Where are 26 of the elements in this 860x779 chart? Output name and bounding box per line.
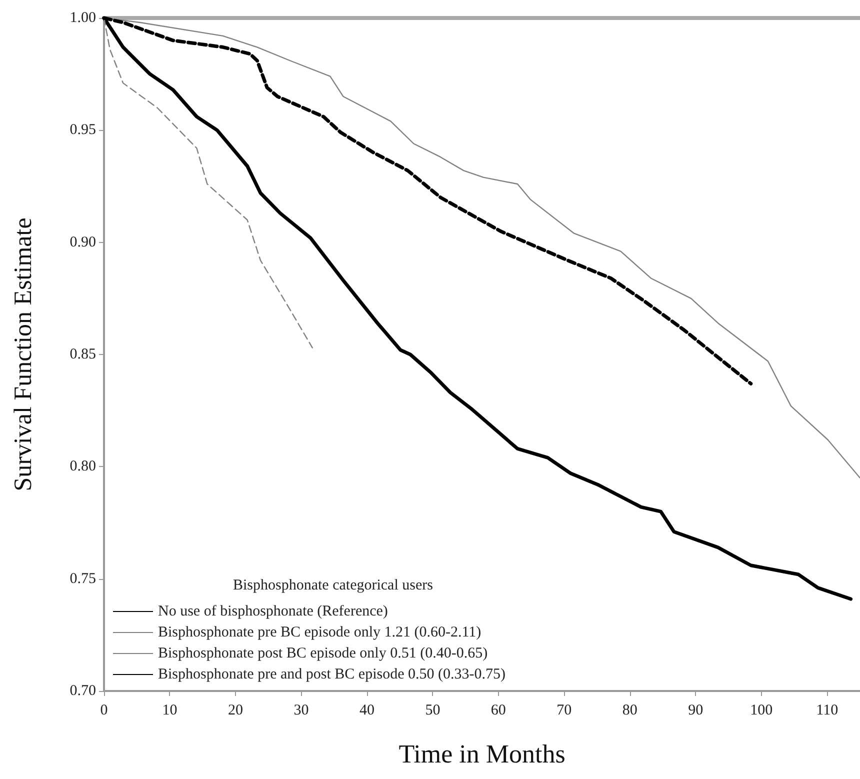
- x-tick-label: 100: [750, 702, 773, 718]
- legend-label: Bisphosphonate pre BC episode only 1.21 (0.60-2.11): [158, 624, 482, 640]
- x-tick-label: 20: [228, 702, 243, 718]
- y-axis-title: Survival Function Estimate: [10, 218, 37, 492]
- x-tick-label: 50: [425, 702, 440, 718]
- y-tick-label: 0.80: [70, 458, 96, 475]
- x-tick-label: 110: [816, 702, 838, 718]
- y-tick-label: 1.00: [70, 10, 96, 26]
- x-axis-title: Time in Months: [398, 740, 566, 768]
- legend-label: Bisphosphonate post BC episode only 0.51 (0.40-0.65): [158, 646, 488, 662]
- x-tick-label: 0: [100, 702, 108, 718]
- legend-title: Bisphosphonate categorical users: [233, 578, 434, 594]
- x-tick-label: 70: [556, 702, 572, 718]
- x-tick-label: 40: [359, 702, 374, 718]
- x-tick-label: 90: [688, 702, 704, 718]
- legend-label: Bisphosphonate pre and post BC episode 0.50 (0.33-0.75): [158, 666, 506, 682]
- y-tick-label: 0.90: [70, 234, 96, 250]
- y-tick-label: 0.75: [70, 570, 96, 587]
- y-tick-label: 0.85: [70, 346, 96, 362]
- x-tick-label: 80: [622, 702, 638, 718]
- y-tick-label: 0.70: [70, 683, 96, 699]
- y-tick-label: 0.95: [70, 122, 96, 138]
- x-tick-label: 60: [490, 702, 506, 718]
- x-tick-label: 10: [162, 702, 178, 718]
- legend-label: No use of bisphosphonate (Reference): [158, 604, 388, 620]
- x-tick-label: 30: [294, 702, 309, 718]
